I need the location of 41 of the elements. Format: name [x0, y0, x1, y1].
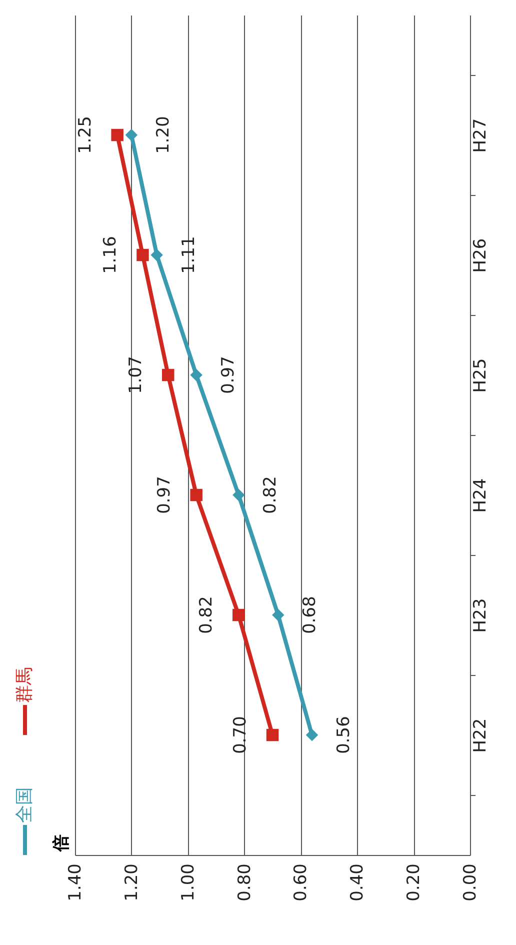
point [232, 608, 245, 622]
data-label: 0.97 [154, 476, 174, 514]
x-tick-label: 0.60 [291, 864, 312, 902]
point [125, 128, 138, 142]
y-tick-label: H23 [470, 598, 490, 633]
x-tick-label: 0.40 [348, 864, 368, 902]
data-label: 1.11 [178, 236, 199, 274]
data-label: 0.56 [334, 716, 354, 754]
point [272, 608, 284, 622]
text: 群馬 [14, 667, 35, 703]
x-tick-label: 1.20 [122, 864, 142, 902]
x-tick-label: 0.80 [234, 864, 255, 902]
point [111, 128, 124, 142]
data-label: 1.25 [75, 116, 96, 154]
data-label: 1.16 [100, 236, 121, 274]
point [136, 248, 149, 262]
point [190, 488, 202, 502]
y-axis-title: 倍 [52, 834, 72, 852]
data-label: 0.82 [260, 476, 281, 514]
y-tick-label: H26 [470, 238, 490, 273]
point [190, 368, 202, 382]
point [306, 728, 318, 742]
point [162, 368, 174, 382]
data-label: 0.82 [196, 596, 217, 634]
data-label: 0.97 [218, 356, 238, 394]
point [150, 248, 163, 262]
x-tick-label: 0.00 [460, 864, 480, 902]
point [266, 728, 279, 742]
data-label: 1.20 [153, 116, 174, 154]
y-tick-label: H27 [470, 118, 490, 153]
y-tick-label: H25 [470, 358, 490, 393]
text: 全国 [14, 787, 35, 823]
x-tick-label: 0.20 [404, 864, 424, 902]
data-label: 1.07 [126, 356, 146, 394]
x-tick-label: 1.40 [66, 864, 86, 902]
y-tick-label: H24 [470, 478, 490, 513]
point [232, 488, 245, 502]
data-label: 0.68 [300, 596, 320, 634]
y-tick-label: H22 [470, 718, 490, 753]
x-tick-label: 1.00 [178, 864, 198, 902]
data-label: 0.70 [230, 716, 250, 754]
